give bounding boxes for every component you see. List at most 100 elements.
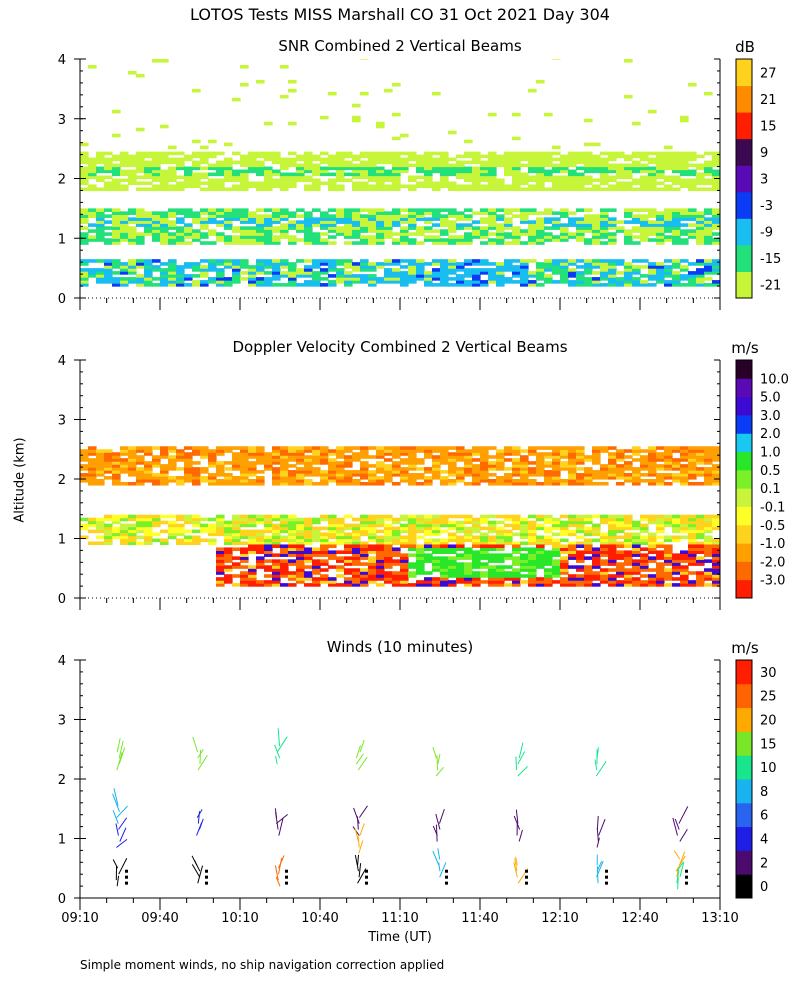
heatmap-cell xyxy=(624,175,633,180)
heatmap-cell xyxy=(360,184,369,189)
heatmap-cell xyxy=(608,175,617,180)
heatmap-cell xyxy=(456,526,465,531)
heatmap-cell xyxy=(576,556,585,560)
heatmap-cell xyxy=(320,238,329,242)
heatmap-cell xyxy=(376,232,385,236)
heatmap-cell xyxy=(672,526,681,531)
heatmap-cell xyxy=(424,583,433,587)
heatmap-cell xyxy=(688,184,697,189)
heatmap-cell xyxy=(552,217,561,221)
heatmap-cell xyxy=(616,259,625,263)
heatmap-cell xyxy=(544,175,553,180)
heatmap-cell xyxy=(512,184,521,189)
heatmap-cell xyxy=(176,476,185,480)
heatmap-cell xyxy=(184,470,193,474)
heatmap-cell xyxy=(384,535,393,540)
heatmap-cell xyxy=(144,232,153,236)
heatmap-cell xyxy=(224,556,233,560)
wind-barb xyxy=(116,838,128,848)
heatmap-cell xyxy=(576,544,585,549)
heatmap-cell xyxy=(272,467,281,471)
heatmap-cell xyxy=(680,526,689,531)
heatmap-cell xyxy=(496,208,505,212)
colorbar-swatch xyxy=(736,191,752,219)
heatmap-cell xyxy=(488,112,497,117)
heatmap-cell xyxy=(280,559,289,563)
heatmap-cell xyxy=(176,514,185,519)
heatmap-cell xyxy=(368,265,377,269)
heatmap-cell xyxy=(504,565,513,569)
heatmap-cell xyxy=(416,211,425,215)
heatmap-cell xyxy=(672,517,681,522)
heatmap-cell xyxy=(104,184,113,189)
heatmap-cell xyxy=(328,479,337,483)
heatmap-cell xyxy=(504,476,513,480)
heatmap-cell xyxy=(104,166,113,171)
heatmap-cell xyxy=(712,226,720,230)
heatmap-cell xyxy=(600,223,609,227)
heatmap-cell xyxy=(120,184,129,189)
heatmap-cell xyxy=(184,458,193,462)
heatmap-cell xyxy=(640,154,649,159)
heatmap-cell xyxy=(432,467,441,471)
heatmap-cell xyxy=(232,452,241,456)
heatmap-cell xyxy=(360,481,369,486)
heatmap-cell xyxy=(80,476,89,480)
x-axis-label: Time (UT) xyxy=(367,930,432,945)
heatmap-cell xyxy=(280,461,289,465)
heatmap-cell xyxy=(104,532,113,537)
heatmap-cell xyxy=(680,274,689,278)
heatmap-cell xyxy=(96,452,105,456)
heatmap-cell xyxy=(208,217,217,221)
heatmap-cell xyxy=(432,446,441,450)
heatmap-cell xyxy=(664,259,673,263)
heatmap-cell xyxy=(672,178,681,183)
heatmap-cell xyxy=(504,529,513,534)
heatmap-cell xyxy=(328,577,337,581)
heatmap-cell xyxy=(240,187,249,192)
heatmap-cell xyxy=(248,446,257,450)
heatmap-cell xyxy=(656,181,665,186)
heatmap-cell xyxy=(136,211,145,215)
heatmap-cell xyxy=(320,574,329,578)
heatmap-cell xyxy=(688,473,697,477)
heatmap-cell xyxy=(584,277,593,281)
heatmap-cell xyxy=(640,181,649,186)
heatmap-cell xyxy=(432,449,441,453)
heatmap-cell xyxy=(600,175,609,180)
heatmap-cell xyxy=(88,449,97,453)
y-tick-label: 4 xyxy=(58,654,66,669)
heatmap-cell xyxy=(160,187,169,192)
heatmap-cell xyxy=(272,241,281,245)
heatmap-cell xyxy=(400,277,409,281)
heatmap-cell xyxy=(232,175,241,180)
heatmap-cell xyxy=(512,514,521,519)
heatmap-cell xyxy=(576,565,585,569)
heatmap-cell xyxy=(296,541,305,546)
heatmap-cell xyxy=(192,220,201,224)
heatmap-cell xyxy=(264,166,273,171)
heatmap-cell xyxy=(488,175,497,180)
heatmap-cell xyxy=(336,583,345,587)
heatmap-cell xyxy=(192,452,201,456)
heatmap-cell xyxy=(232,562,241,566)
heatmap-cell xyxy=(608,169,617,174)
heatmap-cell xyxy=(424,449,433,453)
heatmap-cell xyxy=(152,214,161,218)
heatmap-cell xyxy=(472,562,481,566)
heatmap-cell xyxy=(176,226,185,230)
heatmap-cell xyxy=(192,163,201,168)
heatmap-cell xyxy=(128,181,137,186)
heatmap-cell xyxy=(552,271,561,275)
heatmap-cell xyxy=(384,541,393,546)
heatmap-cell xyxy=(704,232,713,236)
heatmap-cell xyxy=(384,280,393,284)
wind-barb xyxy=(359,823,365,836)
heatmap-cell xyxy=(504,217,513,221)
heatmap-cell xyxy=(456,556,465,560)
heatmap-cell xyxy=(376,568,385,572)
heatmap-cell xyxy=(288,88,297,93)
heatmap-cell xyxy=(328,470,337,474)
